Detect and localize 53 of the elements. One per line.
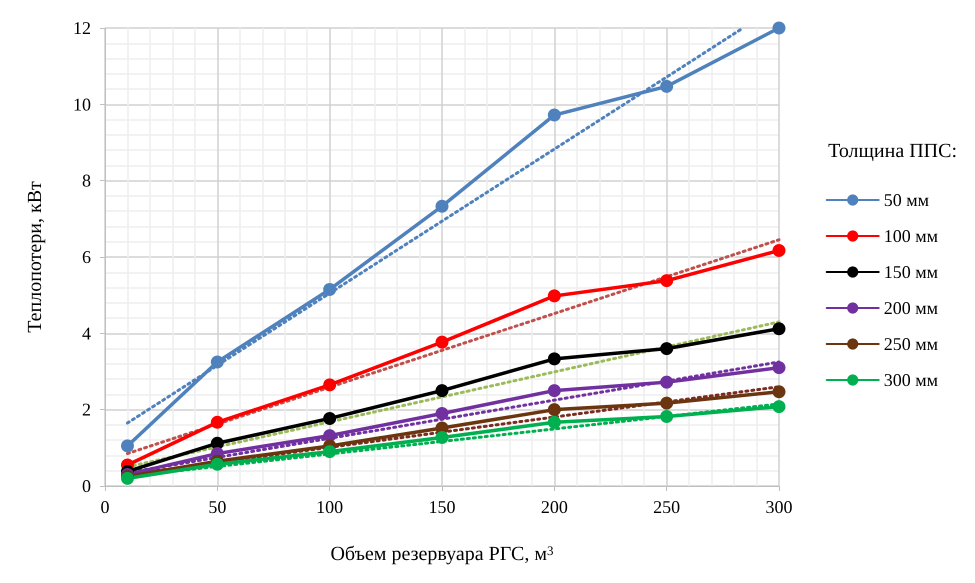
- point: [210, 458, 224, 471]
- x-tick-label: 150: [428, 497, 456, 517]
- point: [436, 200, 448, 213]
- point: [323, 378, 336, 392]
- point: [548, 403, 561, 416]
- point: [323, 282, 336, 296]
- point: [772, 244, 786, 258]
- x-tick-label: 50: [208, 497, 226, 517]
- point: [772, 22, 786, 34]
- point: [772, 361, 786, 374]
- x-tick-label: 250: [653, 497, 680, 517]
- legend-label: 50 мм: [884, 190, 929, 210]
- point: [436, 384, 448, 398]
- point: [436, 431, 448, 444]
- point: [548, 289, 561, 302]
- point: [548, 416, 561, 429]
- point: [548, 352, 561, 366]
- y-tick-label: 12: [73, 18, 91, 38]
- point: [210, 416, 224, 429]
- point: [772, 322, 786, 336]
- point: [120, 439, 134, 452]
- legend-label: 200 мм: [884, 298, 938, 318]
- y-tick-label: 0: [82, 476, 91, 496]
- point: [660, 410, 674, 424]
- point: [548, 384, 561, 398]
- y-tick-label: 8: [82, 170, 91, 191]
- y-tick-label: 6: [82, 247, 91, 267]
- point: [660, 80, 674, 93]
- y-tick-label: 10: [73, 94, 91, 114]
- point: [660, 396, 674, 410]
- y-tick-label: 2: [82, 400, 91, 420]
- x-tick-label: 200: [540, 497, 568, 517]
- legend-label: 250 мм: [884, 334, 938, 354]
- point: [548, 108, 561, 122]
- legend-label: 150 мм: [884, 262, 938, 282]
- x-tick-label: 300: [766, 497, 792, 517]
- point: [323, 412, 336, 425]
- x-tick-label: 100: [316, 497, 344, 517]
- point: [660, 376, 674, 389]
- point: [436, 336, 448, 349]
- legend-label: 300 мм: [884, 370, 938, 390]
- point: [436, 406, 448, 420]
- y-tick-label: 4: [82, 323, 91, 344]
- point: [660, 342, 674, 356]
- y-axis-title: Теплопотери, кВт: [24, 180, 46, 333]
- point: [210, 355, 224, 368]
- legend-label: 100 мм: [884, 226, 938, 246]
- legend-title: Толщина ППС:: [828, 140, 958, 162]
- point: [772, 385, 786, 398]
- x-tick-label: 0: [100, 497, 110, 517]
- point: [772, 400, 786, 414]
- point: [323, 445, 336, 458]
- point: [660, 274, 674, 288]
